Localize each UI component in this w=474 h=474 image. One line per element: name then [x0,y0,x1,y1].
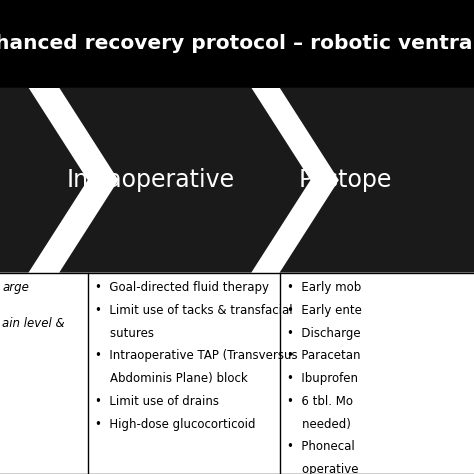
Text: Abdominis Plane) block: Abdominis Plane) block [95,372,247,385]
Text: •  Early ente: • Early ente [287,304,362,317]
Text: •  Ibuprofen: • Ibuprofen [287,372,358,385]
Text: operative: operative [287,463,358,474]
Text: •  Early mob: • Early mob [287,281,361,294]
Polygon shape [0,88,88,273]
Text: •  High-dose glucocorticoid: • High-dose glucocorticoid [95,418,255,430]
Polygon shape [59,88,310,273]
Text: •  Limit use of drains: • Limit use of drains [95,395,219,408]
Bar [0,0,474,88]
Text: •  Paracetan: • Paracetan [287,349,360,362]
Text: •  Goal-directed fluid therapy: • Goal-directed fluid therapy [95,281,269,294]
Text: Enhanced recovery protocol – robotic ventral hernia repair: Enhanced recovery protocol – robotic ven… [0,34,474,54]
Polygon shape [280,88,474,273]
Text: ain level &: ain level & [2,318,65,330]
Text: sutures: sutures [95,327,154,339]
Text: •  6 tbl. Mo: • 6 tbl. Mo [287,395,353,408]
Text: Intraoperative: Intraoperative [66,168,235,192]
Text: needed): needed) [287,418,351,430]
Text: •  Limit use of tacks & transfacial: • Limit use of tacks & transfacial [95,304,292,317]
Text: •  Phonecal: • Phonecal [287,440,355,453]
Text: Postope: Postope [298,168,392,192]
Text: arge: arge [2,281,29,294]
Text: •  Discharge: • Discharge [287,327,360,339]
Text: •  Intraoperative TAP (Transversus: • Intraoperative TAP (Transversus [95,349,297,362]
